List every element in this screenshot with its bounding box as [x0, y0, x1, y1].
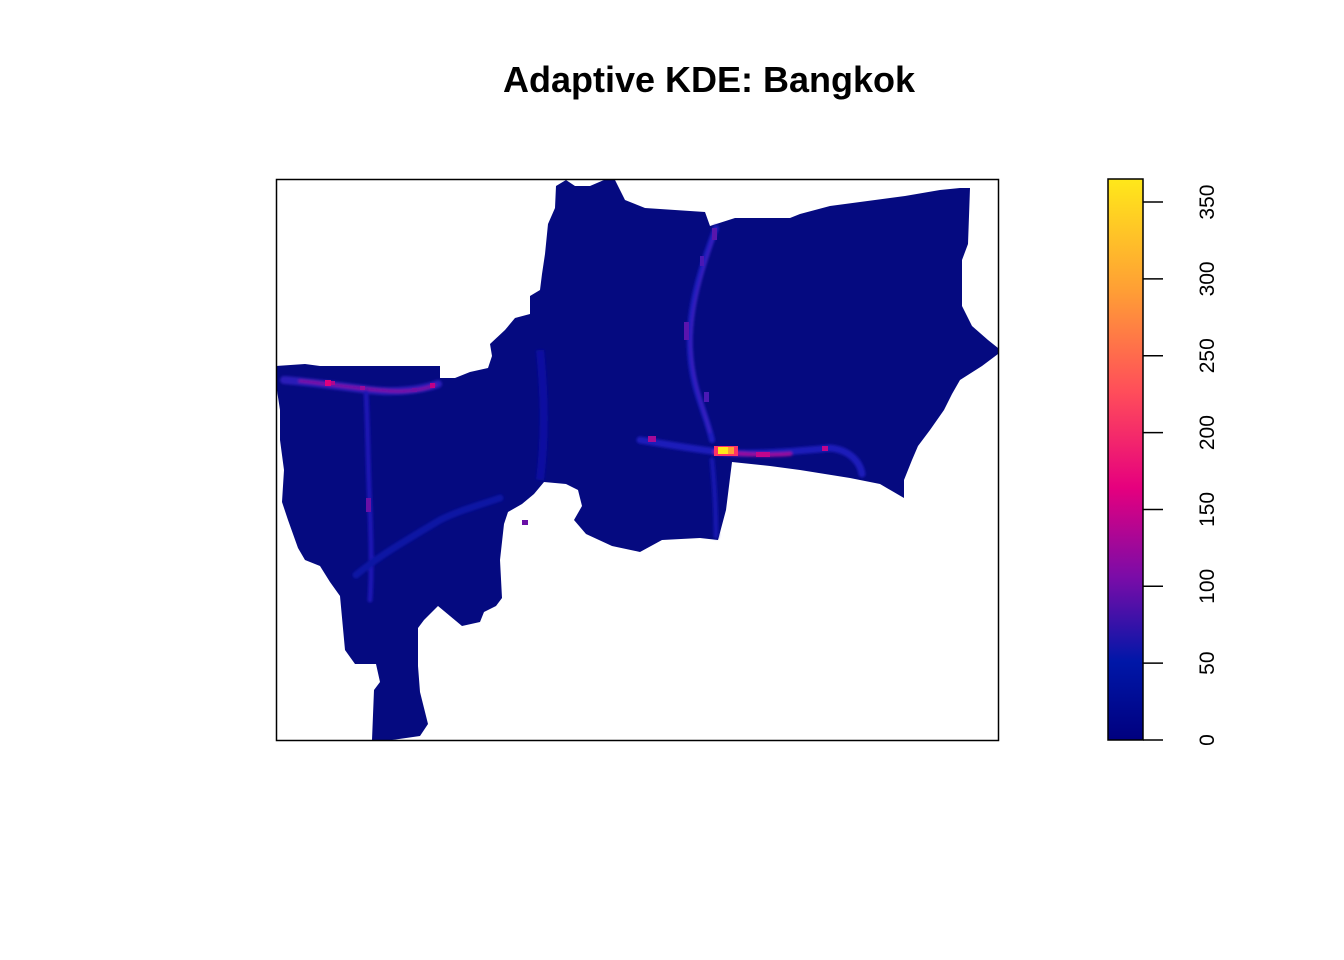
hotspot-pixels: [325, 228, 828, 525]
hotspot-peak: [718, 447, 728, 454]
plot-frame: [275, 178, 1000, 742]
colorbar-tick-label: 50: [1196, 651, 1219, 674]
colorbar-tick-label: 250: [1196, 338, 1219, 373]
density-raster: [276, 180, 998, 740]
colorbar-ticks: 0 50 100 150 200 250 300 350: [1143, 185, 1219, 746]
bangkok-region-surface: [276, 180, 998, 740]
hotspot-northwest: [325, 380, 331, 386]
colorbar-tick-label: 200: [1196, 415, 1219, 450]
hotspot-southwest: [366, 498, 371, 512]
colorbar-tick-label: 350: [1196, 185, 1219, 220]
colorbar-tick-label: 100: [1196, 569, 1219, 604]
southwest-diagonal-corridor: [352, 494, 504, 579]
colorbar-tick-label: 150: [1196, 492, 1219, 527]
colorbar-tick-label: 0: [1196, 734, 1219, 746]
colorbar-tick-label: 300: [1196, 261, 1219, 296]
colorbar: 0 50 100 150 200 250 300 350: [1107, 178, 1219, 746]
colorbar-gradient: [1107, 178, 1144, 741]
chart-title: Adaptive KDE: Bangkok: [503, 59, 916, 100]
